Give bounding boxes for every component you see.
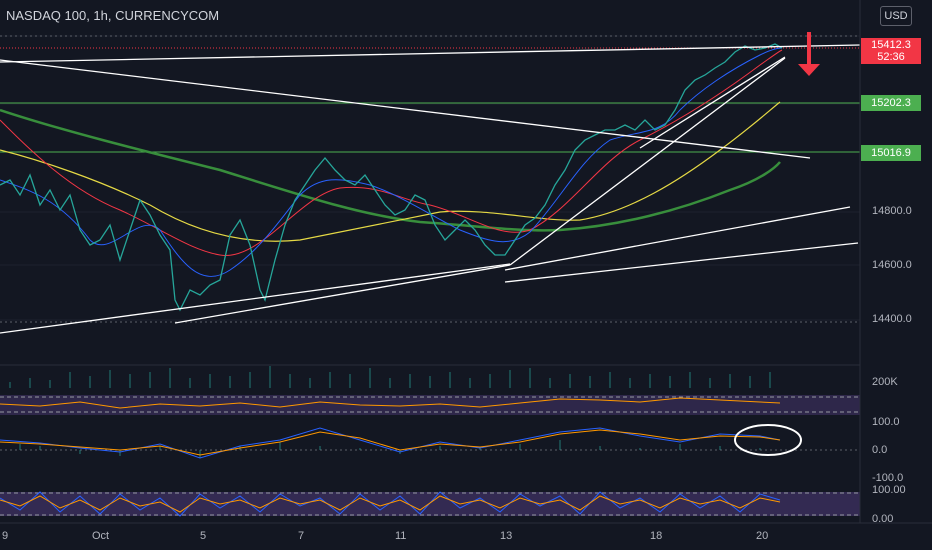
- x-tick-11: 11: [395, 530, 407, 542]
- price-grid: [0, 35, 860, 321]
- y-tick-14800: 14800.0: [872, 205, 912, 217]
- price-series: [0, 43, 783, 312]
- rsi-line: [0, 397, 781, 409]
- macd-tick-0: 0.0: [872, 444, 888, 456]
- level-label-15202: 15202.3: [861, 95, 921, 111]
- macd-tick-100: 100.0: [872, 416, 900, 428]
- ma-blue: [0, 47, 783, 277]
- highlight-ellipse: [734, 424, 802, 456]
- last-price-value: 15412.3: [871, 39, 911, 51]
- candle-countdown: 52:36: [877, 51, 905, 63]
- x-tick-13: 13: [500, 530, 513, 542]
- x-tick-5: 5: [200, 530, 207, 542]
- y-tick-14400: 14400.0: [872, 313, 912, 325]
- ma-red: [0, 49, 783, 256]
- volume-tick: 200K: [872, 376, 898, 388]
- x-tick-7: 7: [298, 530, 305, 542]
- signal-line: [0, 429, 781, 456]
- ma-green: [0, 108, 781, 232]
- x-tick-oct: Oct: [92, 530, 110, 542]
- symbol-title: NASDAQ 100, 1h, CURRENCYCOM: [6, 8, 220, 23]
- stoch-band: [0, 492, 860, 516]
- x-tick-18: 18: [650, 530, 663, 542]
- macd-line: [0, 427, 781, 459]
- x-tick-20: 20: [756, 530, 769, 542]
- currency-button[interactable]: USD: [880, 6, 912, 26]
- trendlines[interactable]: [0, 44, 861, 334]
- stoch-tick-100: 100.00: [872, 484, 906, 496]
- down-arrow-icon: [798, 32, 820, 76]
- volume-bars: [9, 366, 771, 388]
- x-tick-9: 9: [2, 530, 9, 542]
- ma-yellow: [0, 101, 781, 242]
- stoch-tick-0: 0.00: [872, 513, 894, 525]
- y-tick-14600: 14600.0: [872, 259, 912, 271]
- macd-tick-neg100: -100.0: [872, 472, 904, 484]
- level-label-15016: 15016.9: [861, 145, 921, 161]
- stoch-d: [0, 495, 781, 513]
- last-price-label: 15412.3 52:36: [861, 38, 921, 64]
